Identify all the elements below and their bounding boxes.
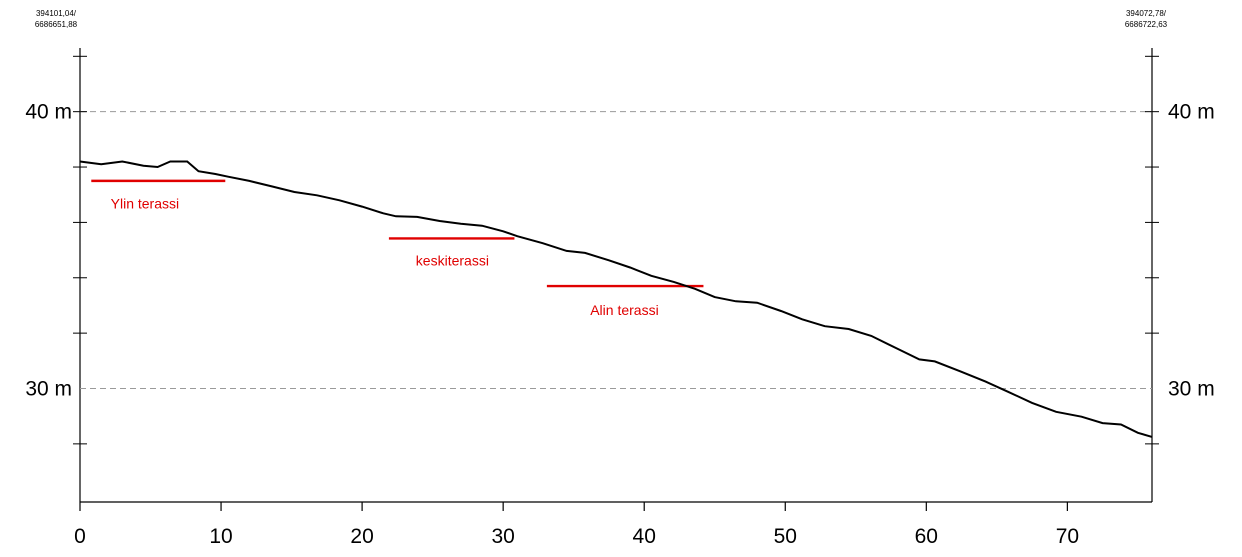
x-tick-label: 40 <box>633 525 656 548</box>
terrace-label: keskiterassi <box>416 252 489 268</box>
grid-layer <box>80 111 1152 389</box>
right-coord-line2: 6686722,63 <box>1125 20 1168 29</box>
x-ticks: 0 10 20 30 40 50 60 70 <box>74 502 1079 548</box>
x-tick-label: 50 <box>774 525 797 548</box>
x-tick-label: 20 <box>350 525 373 548</box>
x-tick-label: 0 <box>74 525 86 548</box>
terrace-markers: Ylin terassi keskiterassi Alin terassi <box>91 179 704 318</box>
right-coord-line1: 394072,78/ <box>1126 9 1167 18</box>
left-coord-line1: 394101,04/ <box>36 9 77 18</box>
y-ticks: 40 m 40 m 30 m 30 m <box>25 55 1215 445</box>
y-label-left: 30 m <box>25 378 72 401</box>
elevation-profile-line <box>79 160 1153 438</box>
x-tick-label: 10 <box>209 525 232 548</box>
x-tick-label: 30 <box>491 525 514 548</box>
x-tick-label: 70 <box>1056 525 1079 548</box>
terrace-label: Ylin terassi <box>111 196 179 212</box>
left-coord-line2: 6686651,88 <box>35 20 78 29</box>
y-label-left: 40 m <box>25 101 72 124</box>
y-label-right: 30 m <box>1168 378 1215 401</box>
terrace-label: Alin terassi <box>590 302 658 318</box>
x-tick-label: 60 <box>915 525 938 548</box>
y-label-right: 40 m <box>1168 101 1215 124</box>
